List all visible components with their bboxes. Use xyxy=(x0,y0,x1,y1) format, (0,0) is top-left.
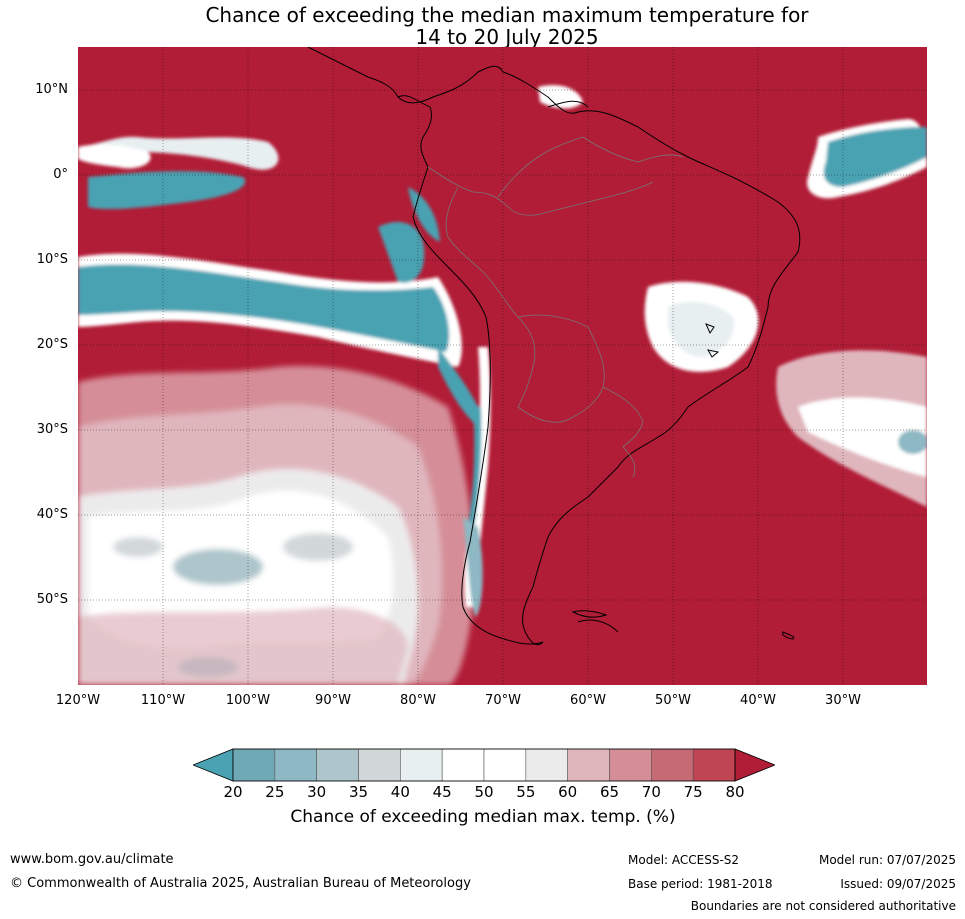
colorbar-segment xyxy=(274,748,317,782)
country-boundaries xyxy=(427,136,684,478)
footer-model: Model: ACCESS-S2 xyxy=(628,853,740,867)
lat-label-40s: 40°S xyxy=(36,507,68,522)
colorbar-extend-low xyxy=(191,748,234,782)
colorbar-tick-label: 35 xyxy=(348,783,369,801)
colorbar-tick-label: 50 xyxy=(474,783,494,801)
footer-model-run: Model run: 07/07/2025 xyxy=(818,853,956,867)
lat-label-10n: 10°N xyxy=(35,82,68,97)
lon-label-30w: 30°W xyxy=(825,693,861,708)
colorbar-tick-label: 40 xyxy=(390,783,410,801)
lon-label-100w: 100°W xyxy=(225,693,271,708)
footer-url: www.bom.gov.au/climate xyxy=(10,852,174,867)
colorbar-segment xyxy=(316,748,359,782)
map-title: Chance of exceeding the median maximum t… xyxy=(0,4,965,48)
colorbar-tick-label: 45 xyxy=(432,783,452,801)
colorbar-tick-label: 80 xyxy=(725,783,745,801)
colorbar-frame xyxy=(232,748,736,782)
colorbar-segment xyxy=(609,748,652,782)
lon-label-110w: 110°W xyxy=(140,693,186,708)
colorbar-tick-label: 70 xyxy=(641,783,661,801)
colorbar-segment xyxy=(525,748,568,782)
colorbar-extend-high xyxy=(734,748,777,782)
atlantic-features xyxy=(538,85,927,507)
lon-label-90w: 90°W xyxy=(315,693,351,708)
colorbar-segment xyxy=(567,748,610,782)
colorbar-segment xyxy=(400,748,443,782)
colorbar-segment xyxy=(692,748,736,782)
colorbar-tick-label: 20 xyxy=(223,783,243,801)
colorbar-tick-label: 60 xyxy=(558,783,578,801)
coastlines xyxy=(307,47,801,646)
title-line-1: Chance of exceeding the median maximum t… xyxy=(205,3,809,27)
colorbar-tick-label: 25 xyxy=(265,783,285,801)
graticule-lines xyxy=(78,47,927,685)
footer-copyright: © Commonwealth of Australia 2025, Austra… xyxy=(10,876,471,891)
lat-label-20s: 20°S xyxy=(36,337,68,352)
lon-label-40w: 40°W xyxy=(740,693,776,708)
colorbar-segment xyxy=(483,748,527,782)
title-line-2: 14 to 20 July 2025 xyxy=(415,25,599,49)
footer-base-period: Base period: 1981-2018 xyxy=(628,877,773,891)
lat-label-50s: 50°S xyxy=(36,592,68,607)
chile-coast-strip xyxy=(463,347,491,617)
colorbar-tick-label: 75 xyxy=(683,783,703,801)
lat-label-10s: 10°S xyxy=(36,252,68,267)
lat-label-30s: 30°S xyxy=(36,422,68,437)
colorbar-tick-label: 65 xyxy=(599,783,620,801)
probability-map xyxy=(78,47,927,685)
colorbar-segment xyxy=(232,748,276,782)
southern-pacific-mixed-region xyxy=(78,366,475,685)
colorbar-segment xyxy=(441,748,485,782)
colorbar xyxy=(191,748,777,786)
lon-label-80w: 80°W xyxy=(400,693,436,708)
colorbar-tick-label: 30 xyxy=(307,783,327,801)
colorbar-segment xyxy=(651,748,694,782)
footer-issued: Issued: 09/07/2025 xyxy=(840,877,956,891)
lon-label-70w: 70°W xyxy=(485,693,521,708)
lon-label-50w: 50°W xyxy=(655,693,691,708)
colorbar-segment xyxy=(358,748,401,782)
pacific-cool-band xyxy=(78,136,484,424)
colorbar-label: Chance of exceeding median max. temp. (%… xyxy=(290,807,676,827)
lat-label-0: 0° xyxy=(53,167,68,182)
lon-label-120w: 120°W xyxy=(55,693,101,708)
lon-label-60w: 60°W xyxy=(570,693,606,708)
footer-disclaimer: Boundaries are not considered authoritat… xyxy=(690,899,956,913)
colorbar-tick-label: 55 xyxy=(516,783,536,801)
